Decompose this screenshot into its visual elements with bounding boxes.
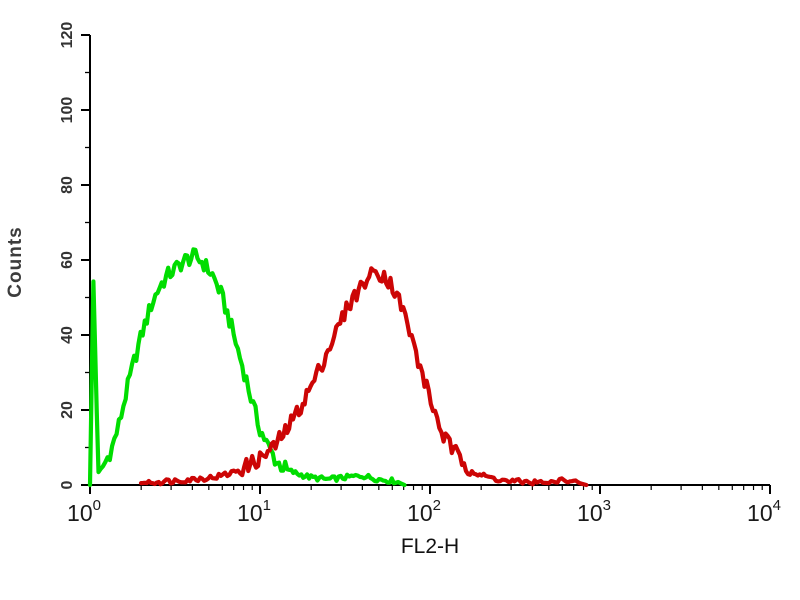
- svg-text:104: 104: [747, 497, 781, 526]
- svg-text:60: 60: [59, 251, 76, 269]
- svg-text:100: 100: [67, 497, 101, 526]
- svg-text:103: 103: [577, 497, 611, 526]
- svg-text:40: 40: [59, 326, 76, 344]
- svg-text:120: 120: [59, 22, 76, 49]
- svg-text:80: 80: [59, 176, 76, 194]
- y-axis-title: Counts: [5, 226, 26, 298]
- histogram-curve-green: [87, 247, 407, 488]
- histogram-curve-red: [138, 266, 589, 488]
- svg-text:20: 20: [59, 401, 76, 419]
- x-axis-title: FL2-H: [400, 535, 460, 558]
- svg-text:102: 102: [407, 497, 441, 526]
- svg-text:0: 0: [59, 480, 76, 489]
- svg-text:100: 100: [59, 97, 76, 124]
- svg-text:101: 101: [237, 497, 271, 526]
